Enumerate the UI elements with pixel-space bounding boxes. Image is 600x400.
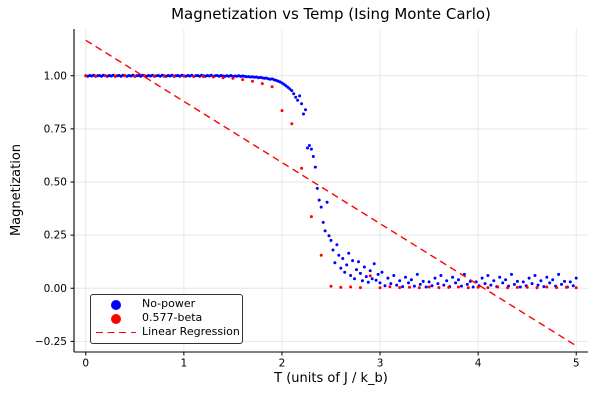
svg-text:0.25: 0.25 — [44, 230, 67, 242]
legend-label: No-power — [142, 297, 196, 311]
axes-spines — [73, 29, 588, 353]
regression-line — [85, 39, 577, 347]
legend: No-power 0.577-beta Linear Regression — [90, 294, 243, 344]
dashed-line-icon — [96, 331, 136, 334]
svg-text:4: 4 — [475, 358, 482, 370]
svg-text:0.50: 0.50 — [44, 177, 67, 189]
svg-text:0: 0 — [82, 358, 89, 370]
chart-title: Magnetization vs Temp (Ising Monte Carlo… — [171, 5, 491, 23]
scatter-0-577-beta — [84, 74, 578, 290]
red-dot-icon — [111, 313, 121, 324]
blue-dot-icon — [111, 299, 121, 310]
svg-text:3: 3 — [377, 358, 384, 370]
legend-entry-no-power: No-power — [96, 297, 236, 311]
svg-text:−0.25: −0.25 — [35, 336, 67, 348]
svg-text:5: 5 — [573, 358, 580, 370]
legend-label: Linear Regression — [142, 325, 240, 339]
scatter-no-power — [84, 73, 578, 289]
legend-entry-beta: 0.577-beta — [96, 311, 236, 325]
svg-text:1: 1 — [181, 358, 188, 370]
y-tick-labels: 1.00 0.75 0.50 0.25 0.00 −0.25 — [35, 70, 74, 348]
svg-text:1.00: 1.00 — [44, 70, 67, 82]
svg-text:0.75: 0.75 — [44, 123, 67, 135]
legend-entry-regression: Linear Regression — [96, 325, 240, 339]
legend-label: 0.577-beta — [142, 311, 203, 325]
x-tick-labels: 0 1 2 3 4 5 — [82, 352, 580, 370]
svg-text:0.00: 0.00 — [44, 283, 67, 295]
svg-text:2: 2 — [279, 358, 286, 370]
x-axis-label: T (units of J / k_b) — [274, 371, 388, 386]
